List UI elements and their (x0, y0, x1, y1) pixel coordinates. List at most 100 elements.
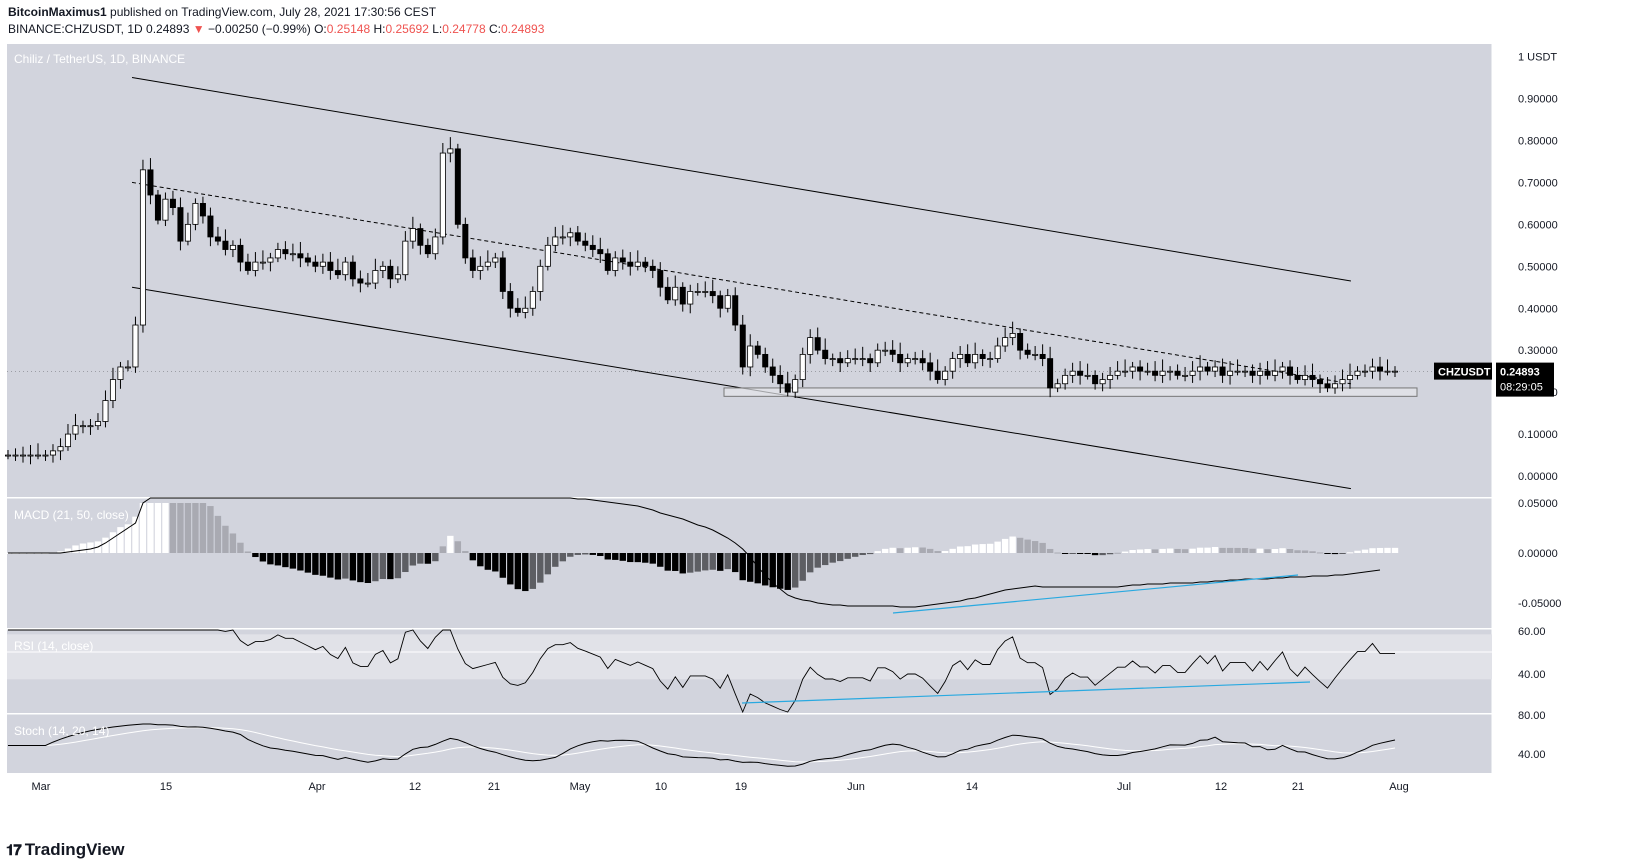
macd-histogram-bar (889, 547, 896, 553)
price-tick-label: 0.60000 (1518, 219, 1558, 231)
candle-down (222, 240, 229, 250)
candle-down (739, 324, 746, 368)
candle (649, 259, 656, 279)
x-axis-label: 14 (966, 781, 978, 793)
macd-histogram-bar (597, 553, 604, 557)
candle-up (1369, 366, 1376, 372)
candle (634, 250, 641, 271)
macd-histogram-bar (1211, 546, 1219, 553)
candle (1009, 321, 1016, 346)
candle (87, 418, 94, 435)
candle (657, 262, 664, 297)
macd-histogram-bar (1196, 547, 1204, 553)
low-value: 0.24778 (442, 22, 486, 36)
macd-histogram-bar (792, 553, 799, 588)
macd-histogram-bar (334, 553, 342, 580)
candle-up (432, 236, 439, 255)
macd-histogram-bar (514, 553, 522, 590)
macd-histogram-bar (117, 527, 124, 553)
candle-down (177, 207, 184, 242)
macd-histogram-bar (649, 553, 656, 564)
channel-upper-line (131, 77, 1352, 282)
candle-up (184, 223, 191, 242)
candle-up (1159, 370, 1166, 376)
candle-down (582, 240, 589, 246)
candle (244, 253, 251, 275)
candle-down (964, 353, 971, 364)
open-label: O: (314, 22, 327, 36)
macd-histogram-bar (439, 546, 447, 553)
macd-tick-label: 0.00000 (1518, 548, 1558, 560)
candle-up (402, 240, 409, 276)
candle-up (1062, 374, 1069, 385)
candle (154, 189, 161, 225)
candle (297, 241, 304, 268)
candle (799, 347, 806, 388)
candle-up (319, 261, 326, 267)
candle (124, 360, 131, 372)
candle-up (612, 257, 619, 271)
candle (237, 238, 244, 272)
candle (964, 344, 971, 367)
candle (1114, 361, 1121, 380)
candle-down (514, 307, 521, 313)
candle (289, 243, 296, 262)
macd-histogram-bar (1316, 552, 1324, 554)
candle-down (1047, 358, 1054, 389)
macd-histogram-bar (259, 553, 267, 562)
macd-histogram-bar (807, 553, 814, 573)
macd-histogram-bar (672, 553, 679, 571)
candle (1182, 366, 1189, 382)
candle-down (589, 244, 596, 250)
candle (822, 338, 829, 365)
candle-up (957, 353, 964, 359)
candle-up (1257, 370, 1264, 376)
macd-histogram-bar (1084, 553, 1091, 554)
macd-histogram-bar (477, 553, 484, 567)
candle-down (597, 249, 604, 255)
x-axis-label: 21 (1292, 781, 1304, 793)
candle (1159, 359, 1166, 383)
candle-up (229, 244, 236, 250)
macd-histogram-bar (447, 535, 454, 553)
rsi-tick-label: 40.00 (1518, 669, 1546, 681)
x-axis-label: Jun (847, 781, 865, 793)
x-axis-label: 19 (735, 781, 747, 793)
macd-histogram-bar (799, 553, 806, 581)
candle (559, 225, 566, 245)
macd-histogram-bar (132, 516, 139, 553)
candle (27, 444, 34, 465)
candle-up (852, 358, 859, 360)
macd-histogram-bar (1256, 548, 1264, 553)
macd-histogram-bar (784, 553, 791, 590)
candle (702, 281, 709, 298)
macd-histogram-bar (732, 553, 739, 573)
candle (522, 296, 529, 319)
stoch-tick-label: 80.00 (1518, 710, 1546, 722)
candle (957, 346, 964, 368)
candle-down (349, 261, 356, 280)
candle (387, 259, 394, 289)
candle-up (1302, 374, 1309, 380)
candle (379, 261, 386, 279)
candle-down (777, 374, 784, 385)
candle (1377, 356, 1384, 381)
macd-histogram-bar (1241, 548, 1249, 553)
candle-up (987, 358, 994, 360)
macd-histogram-bar (1136, 549, 1144, 553)
macd-histogram-bar (1369, 548, 1376, 553)
candle (612, 251, 619, 277)
candle (574, 226, 581, 246)
candle (147, 158, 154, 205)
candle (259, 250, 266, 270)
macd-histogram-bar (1354, 550, 1361, 553)
candle-down (499, 257, 506, 292)
author-name[interactable]: BitcoinMaximus1 (8, 5, 107, 19)
candle (72, 413, 79, 440)
candle-up (477, 265, 484, 271)
candle (1017, 328, 1024, 360)
candle (837, 351, 844, 373)
macd-histogram-bar (454, 541, 462, 553)
macd-histogram-bar (484, 553, 492, 570)
